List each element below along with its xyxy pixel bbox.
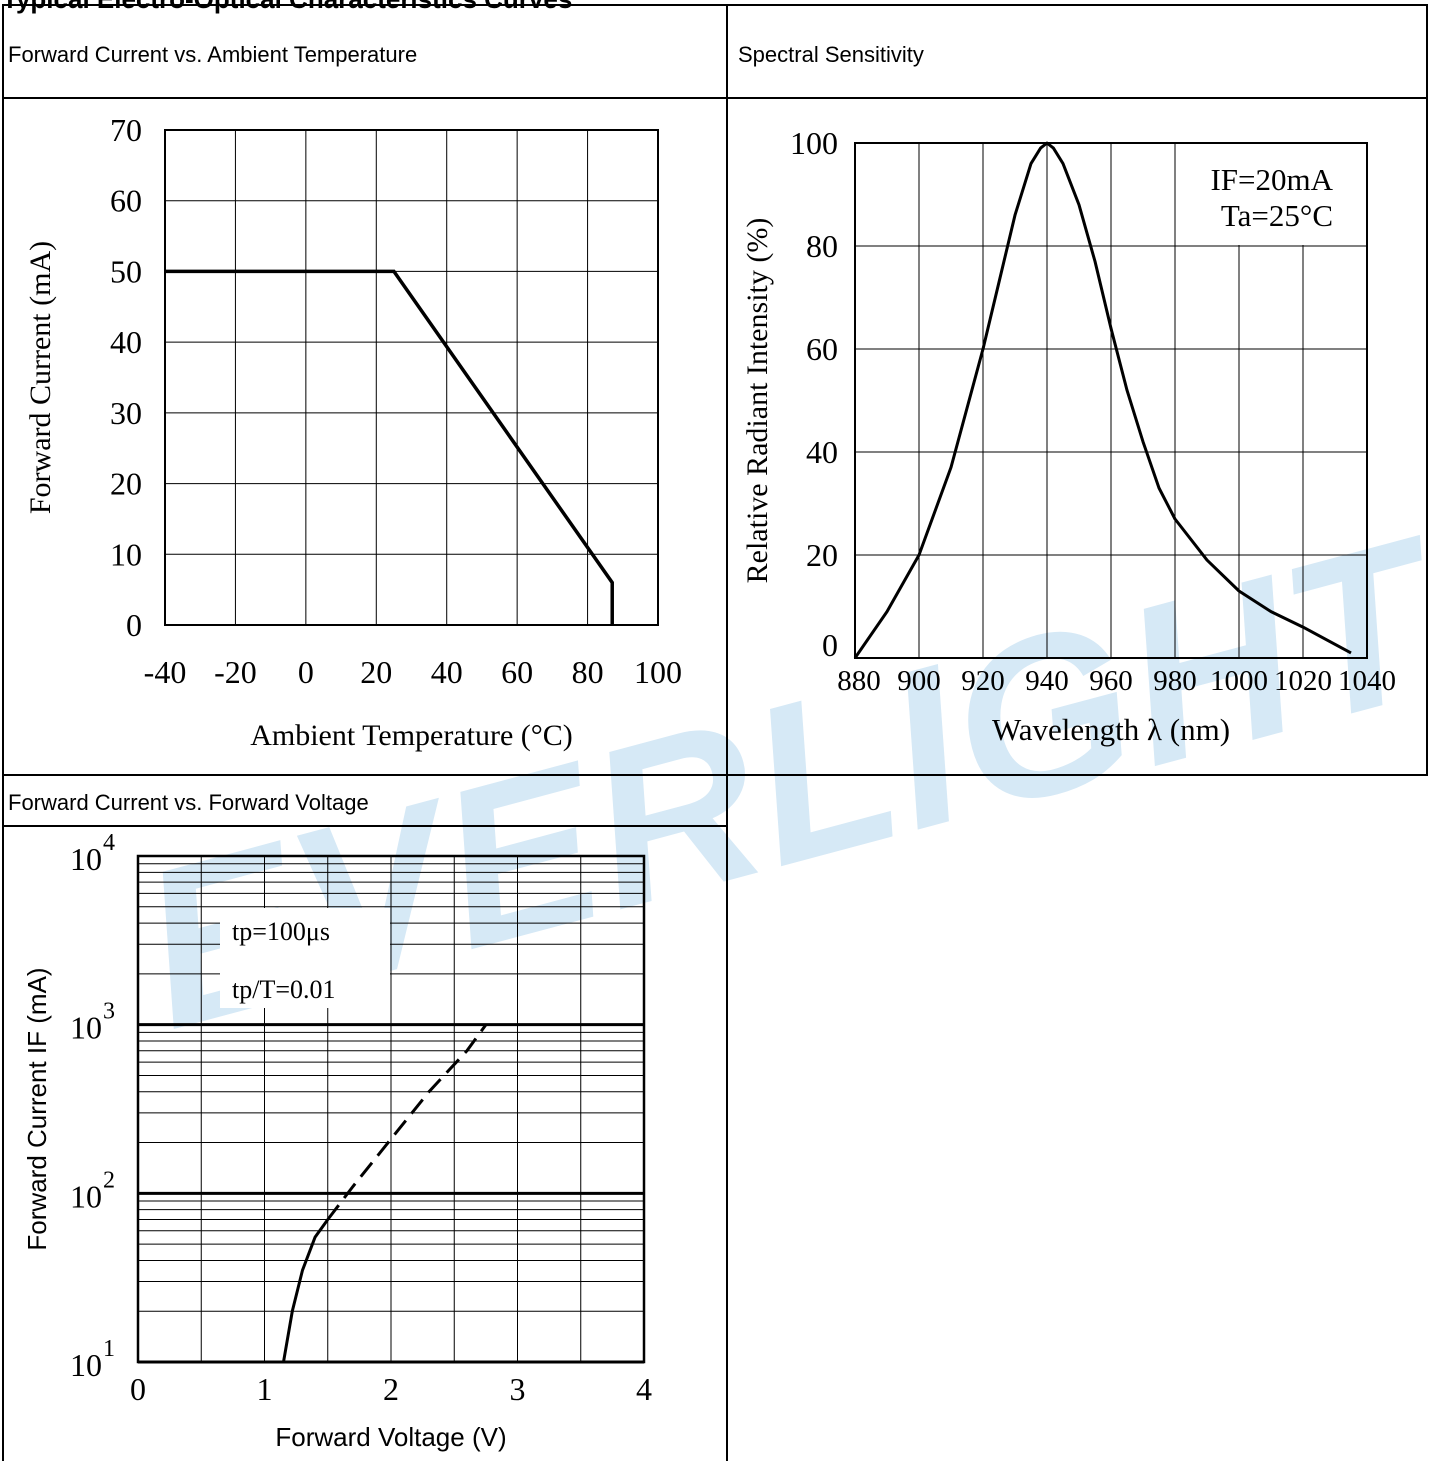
panel-title-forward-current-vs-temp: Forward Current vs. Ambient Temperature bbox=[8, 42, 418, 67]
series-line bbox=[165, 269, 614, 625]
y-tick-label: 10 bbox=[70, 1178, 102, 1214]
x-tick-label: 880 bbox=[837, 665, 881, 697]
x-tick-label: 100 bbox=[634, 654, 682, 690]
x-axis-label: Forward Voltage (V) bbox=[275, 1422, 506, 1452]
annotation-background bbox=[220, 908, 390, 1008]
x-tick-label: 3 bbox=[510, 1371, 526, 1407]
x-tick-label: -40 bbox=[144, 654, 187, 690]
series-line bbox=[853, 141, 1352, 659]
x-tick-label: 1000 bbox=[1210, 665, 1268, 697]
y-tick-exponent: 2 bbox=[103, 1167, 115, 1193]
y-tick-label: 10 bbox=[70, 1347, 102, 1383]
y-tick-label: 80 bbox=[806, 228, 838, 264]
table-border-left bbox=[2, 4, 4, 1461]
y-tick-label: 40 bbox=[806, 434, 838, 470]
y-tick-label: 0 bbox=[126, 607, 142, 643]
y-tick-label: 20 bbox=[806, 537, 838, 573]
annotation-background bbox=[1186, 150, 1364, 242]
y-tick-label: 70 bbox=[110, 112, 142, 148]
plot-frame bbox=[854, 142, 1368, 659]
x-tick-label: -20 bbox=[214, 654, 257, 690]
y-axis-label: Forward Current (mA) bbox=[24, 241, 57, 514]
x-tick-label: 1 bbox=[257, 1371, 273, 1407]
row1-header-divider bbox=[2, 97, 1428, 99]
table-divider-mid bbox=[726, 4, 728, 1461]
annotation-duty: tp/T=0.01 bbox=[232, 975, 336, 1004]
y-tick-label: 100 bbox=[790, 125, 838, 161]
y-tick-label: 0 bbox=[822, 627, 838, 663]
y-tick-label: 30 bbox=[110, 395, 142, 431]
y-tick-label: 20 bbox=[110, 466, 142, 502]
y-tick-label: 60 bbox=[806, 331, 838, 367]
x-tick-label: 40 bbox=[431, 654, 463, 690]
x-tick-label: 960 bbox=[1089, 665, 1133, 697]
panel-title-forward-current-vs-voltage: Forward Current vs. Forward Voltage bbox=[8, 790, 369, 815]
table-border-top bbox=[2, 4, 1428, 6]
series-line-solid bbox=[282, 1218, 330, 1363]
x-tick-label: 1020 bbox=[1274, 665, 1332, 697]
x-tick-label: 0 bbox=[130, 1371, 146, 1407]
table-border-right bbox=[1426, 4, 1428, 776]
x-tick-label: 1040 bbox=[1338, 665, 1396, 697]
y-tick-label: 40 bbox=[110, 324, 142, 360]
y-tick-label: 60 bbox=[110, 183, 142, 219]
y-tick-label: 10 bbox=[70, 841, 102, 877]
row2-header-divider bbox=[2, 825, 728, 827]
y-tick-label: 10 bbox=[110, 536, 142, 572]
x-tick-label: 80 bbox=[572, 654, 604, 690]
plot-frame bbox=[164, 129, 659, 626]
x-tick-label: 940 bbox=[1025, 665, 1069, 697]
y-tick-label: 10 bbox=[70, 1010, 102, 1046]
row-divider bbox=[2, 774, 1428, 776]
plot-frame bbox=[136, 854, 646, 1364]
series-line-dashed bbox=[326, 1023, 488, 1221]
y-tick-label: 50 bbox=[110, 253, 142, 289]
x-tick-label: 900 bbox=[897, 665, 941, 697]
y-tick-exponent: 3 bbox=[103, 999, 115, 1025]
y-tick-exponent: 4 bbox=[103, 830, 115, 856]
y-tick-exponent: 1 bbox=[103, 1336, 115, 1362]
x-tick-label: 4 bbox=[636, 1371, 652, 1407]
x-tick-label: 0 bbox=[298, 654, 314, 690]
annotation-ta: Ta=25°C bbox=[1221, 198, 1333, 233]
annotation-if: IF=20mA bbox=[1210, 162, 1333, 197]
x-tick-label: 980 bbox=[1153, 665, 1197, 697]
annotation-tp: tp=100μs bbox=[232, 917, 330, 946]
x-tick-label: 920 bbox=[961, 665, 1005, 697]
y-axis-label: Relative Radiant Intensity (%) bbox=[741, 218, 774, 584]
x-tick-label: 60 bbox=[501, 654, 533, 690]
x-tick-label: 2 bbox=[383, 1371, 399, 1407]
x-axis-label: Ambient Temperature (°C) bbox=[250, 719, 573, 752]
y-axis-label: Forward Current IF (mA) bbox=[22, 967, 52, 1250]
x-tick-label: 20 bbox=[360, 654, 392, 690]
x-axis-label: Wavelength λ (nm) bbox=[992, 712, 1230, 747]
panel-title-spectral-sensitivity: Spectral Sensitivity bbox=[738, 42, 924, 67]
page-title: Typical Electro-Optical Characteristics … bbox=[2, 0, 572, 15]
